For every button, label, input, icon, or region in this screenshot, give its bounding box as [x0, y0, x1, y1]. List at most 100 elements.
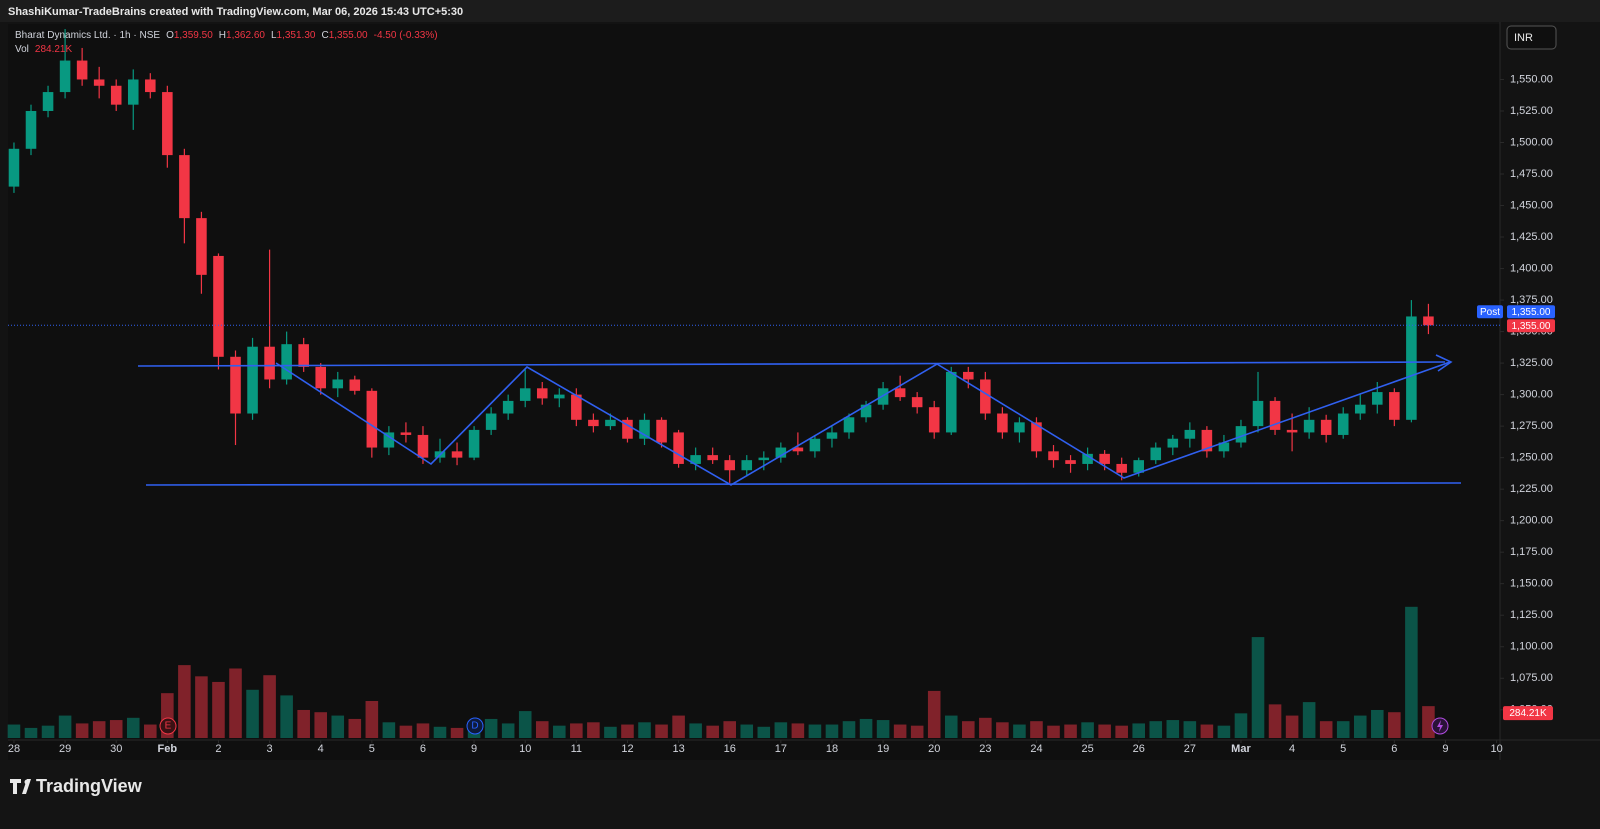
- legend: Bharat Dynamics Ltd. · 1h · NSE O1,359.50…: [15, 30, 438, 55]
- volume-bar: [910, 725, 924, 738]
- volume-bar: [672, 715, 685, 738]
- candle-body: [247, 346, 258, 414]
- volume-bar: [75, 723, 89, 738]
- currency[interactable]: INR: [1514, 32, 1533, 44]
- x-tick-label: 10: [519, 743, 531, 755]
- volume-bar: [365, 701, 379, 738]
- candle-body: [400, 432, 412, 435]
- candle-body: [656, 419, 667, 443]
- volume-bar: [876, 720, 890, 738]
- candle-body: [1303, 419, 1315, 433]
- candle-body: [758, 457, 770, 461]
- candle-body: [417, 434, 429, 458]
- candle-body: [1218, 442, 1230, 452]
- candle-body: [315, 366, 326, 389]
- earnings-marker[interactable]: [159, 717, 177, 735]
- candle-body: [213, 255, 224, 357]
- candle-body: [673, 432, 684, 464]
- volume-bar: [24, 727, 38, 738]
- candle-body: [1286, 429, 1298, 433]
- volume-bar: [229, 668, 242, 738]
- x-tick-label: 28: [8, 743, 20, 755]
- x-tick-label: 6: [420, 743, 426, 755]
- volume-bar: [1149, 721, 1163, 738]
- volume-bar: [689, 723, 702, 738]
- volume-bar: [280, 695, 293, 738]
- currency-box[interactable]: [1506, 25, 1557, 50]
- candle-body: [860, 404, 872, 418]
- volume-bar: [1251, 637, 1265, 738]
- volume-bar: [501, 723, 515, 738]
- candle-body: [792, 447, 804, 452]
- candle-body: [196, 218, 207, 275]
- x-tick-label: 26: [1133, 743, 1145, 755]
- candle-body: [1116, 463, 1127, 473]
- dividend-marker[interactable]: [466, 717, 484, 735]
- volume-bar: [1353, 715, 1367, 738]
- volume-bar: [893, 724, 907, 738]
- ohlc-key: L: [271, 30, 277, 41]
- candle-body: [554, 394, 565, 399]
- volume-bar: [1285, 715, 1299, 738]
- ohlc-value: 1,359.50: [174, 30, 213, 41]
- y-tick-label: 1,425.00: [1510, 231, 1553, 243]
- candle-body: [1150, 447, 1162, 461]
- x-tick-label: 4: [1289, 743, 1295, 755]
- ohlc-key: O: [166, 30, 174, 41]
- y-tick-label: 1,075.00: [1510, 672, 1553, 684]
- candle-body: [1354, 404, 1366, 414]
- candle-body: [1201, 429, 1213, 452]
- volume-bar: [740, 724, 754, 738]
- candle-body: [911, 397, 923, 408]
- volume-layer: [7, 606, 1435, 738]
- y-tick-label: 1,525.00: [1510, 105, 1553, 117]
- logo-dot: [24, 779, 30, 785]
- dividend-label[interactable]: D: [471, 721, 478, 732]
- volume-bar: [587, 722, 600, 738]
- ohlc-value: 1,355.00: [329, 30, 368, 41]
- candle-body: [1031, 422, 1042, 452]
- volume-bar: [246, 689, 259, 738]
- volume-bar: [723, 721, 736, 738]
- volume-bar: [1371, 709, 1384, 738]
- candle-body: [298, 344, 309, 367]
- candle-body: [264, 346, 275, 380]
- candle-body: [622, 419, 633, 439]
- candle-body: [1235, 426, 1247, 443]
- candle-body: [639, 419, 650, 439]
- volume-bar: [842, 721, 856, 738]
- candle-body: [894, 388, 906, 398]
- ohlc-value: 1,362.60: [226, 30, 265, 41]
- x-tick-label: 11: [571, 743, 582, 755]
- session-label: Post: [1480, 307, 1500, 318]
- candle-body: [485, 413, 497, 430]
- candle-body: [25, 110, 37, 149]
- ohlc-key: H: [219, 30, 226, 41]
- footer: [0, 760, 1600, 829]
- credit: ShashiKumar-TradeBrains created with Tra…: [8, 6, 463, 18]
- earnings-label[interactable]: E: [165, 721, 172, 732]
- session-badge: [1477, 305, 1503, 319]
- x-tick-label: 30: [110, 743, 122, 755]
- candle-body: [76, 60, 88, 80]
- candle-body: [1082, 453, 1093, 464]
- y-tick-label: 1,200.00: [1510, 515, 1553, 527]
- volume-bar: [962, 721, 975, 738]
- arrow-head: [1435, 354, 1453, 372]
- y-tick-label: 1,275.00: [1510, 420, 1553, 432]
- volume-name: Vol: [15, 44, 29, 55]
- volume-bar: [126, 717, 140, 738]
- volume-bar: [825, 724, 839, 738]
- post-price-label: 1,355.00: [1512, 307, 1551, 318]
- candle-body: [349, 379, 361, 391]
- axes-layer: 1,050.001,075.001,100.001,125.001,150.00…: [8, 73, 1555, 755]
- volume-bar: [1302, 702, 1316, 738]
- candle-body: [281, 344, 292, 380]
- x-tick-label: 23: [979, 743, 991, 755]
- x-tick-label: 13: [672, 743, 684, 755]
- logo-text[interactable]: TradingView: [36, 776, 143, 796]
- candle-body: [1423, 316, 1434, 326]
- volume-bar: [604, 726, 617, 738]
- volume-bar: [1064, 724, 1077, 738]
